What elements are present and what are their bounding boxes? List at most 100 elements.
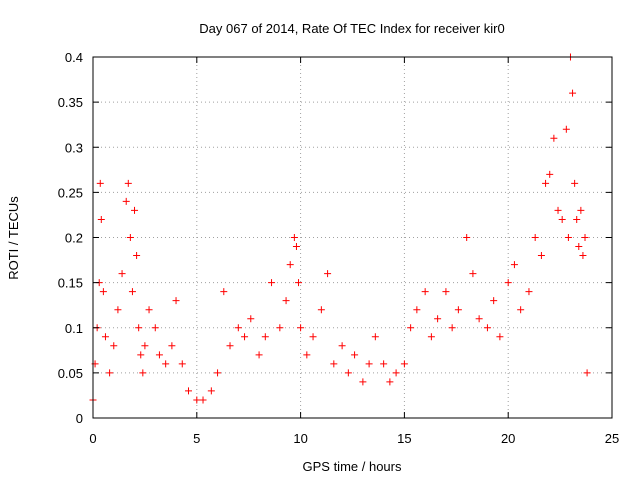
data-point [454, 306, 462, 314]
data-point [413, 306, 421, 314]
data-point [427, 333, 435, 341]
data-point [569, 89, 577, 97]
data-point [371, 333, 379, 341]
data-point [407, 324, 415, 332]
data-point [573, 215, 581, 223]
data-point [128, 288, 136, 296]
data-point [137, 351, 145, 359]
data-point [581, 234, 589, 241]
data-point [571, 179, 579, 187]
data-point [247, 315, 255, 323]
data-point [97, 215, 105, 223]
data-point [193, 396, 201, 404]
data-point [99, 288, 107, 296]
x-tick-label: 5 [193, 431, 200, 446]
data-point [295, 279, 303, 287]
data-point [122, 197, 130, 205]
data-point [564, 234, 572, 241]
x-tick-label: 15 [397, 431, 411, 446]
data-point [504, 279, 512, 287]
data-point [124, 179, 132, 187]
x-tick-label: 0 [89, 431, 96, 446]
chart-title: Day 067 of 2014, Rate Of TEC Index for r… [199, 21, 504, 36]
y-tick-label: 0.05 [58, 366, 83, 381]
data-point [386, 378, 394, 386]
data-point [290, 234, 298, 241]
data-point [282, 297, 290, 305]
data-point [178, 360, 186, 368]
data-point [483, 324, 491, 332]
data-point [542, 179, 550, 187]
data-point [475, 315, 483, 323]
data-point [96, 179, 104, 187]
grid [93, 57, 612, 418]
data-point [139, 369, 147, 377]
data-point [126, 234, 134, 241]
data-point [421, 288, 429, 296]
data-point [351, 351, 359, 359]
data-point [496, 333, 504, 341]
data-point [155, 351, 163, 359]
data-point [114, 306, 122, 314]
data-point [448, 324, 456, 332]
data-point [517, 306, 525, 314]
data-point [434, 315, 442, 323]
data-point [220, 288, 228, 296]
data-point [234, 324, 242, 332]
data-point [469, 270, 477, 278]
data-point [380, 360, 388, 368]
data-point [268, 279, 276, 287]
data-point [324, 270, 332, 278]
data-point [255, 351, 263, 359]
data-point [317, 306, 325, 314]
data-point [276, 324, 284, 332]
data-point [510, 261, 518, 269]
x-tick-label: 10 [293, 431, 307, 446]
x-tick-label: 20 [501, 431, 515, 446]
data-point [261, 333, 269, 341]
axis-ticks: 0 0.05 0.1 0.15 0.2 0.25 0.3 0.35 0.4 0 5 10 15 20 25 [58, 50, 620, 446]
data-point [199, 396, 207, 404]
data-point [226, 342, 234, 350]
data-point [490, 297, 498, 305]
data-point [101, 333, 109, 341]
data-point [525, 288, 533, 296]
data-point [141, 342, 149, 350]
data-point [145, 306, 153, 314]
data-point [330, 360, 338, 368]
y-tick-label: 0.25 [58, 185, 83, 200]
data-point [579, 252, 587, 260]
data-point [303, 351, 311, 359]
data-point [133, 252, 141, 260]
data-point [118, 270, 126, 278]
data-point [135, 324, 143, 332]
data-point [392, 369, 400, 377]
data-point [241, 333, 249, 341]
data-point [184, 387, 192, 395]
data-point [106, 369, 114, 377]
data-point [550, 134, 558, 142]
data-point [168, 342, 176, 350]
x-axis-label: GPS time / hours [303, 459, 402, 474]
data-point [577, 206, 585, 214]
x-tick-label: 25 [605, 431, 619, 446]
y-tick-label: 0.1 [65, 321, 83, 336]
y-tick-label: 0 [76, 411, 83, 426]
data-point [286, 261, 294, 269]
data-points [89, 53, 591, 404]
data-point [338, 342, 346, 350]
data-point [575, 243, 583, 251]
data-point [558, 215, 566, 223]
y-tick-label: 0.3 [65, 140, 83, 155]
data-point [344, 369, 352, 377]
data-point [151, 324, 159, 332]
data-point [583, 369, 591, 377]
data-point [365, 360, 373, 368]
data-point [309, 333, 317, 341]
data-point [442, 288, 450, 296]
data-point [531, 234, 539, 241]
y-axis-label: ROTI / TECUs [6, 196, 21, 280]
data-point [172, 297, 180, 305]
data-point [214, 369, 222, 377]
